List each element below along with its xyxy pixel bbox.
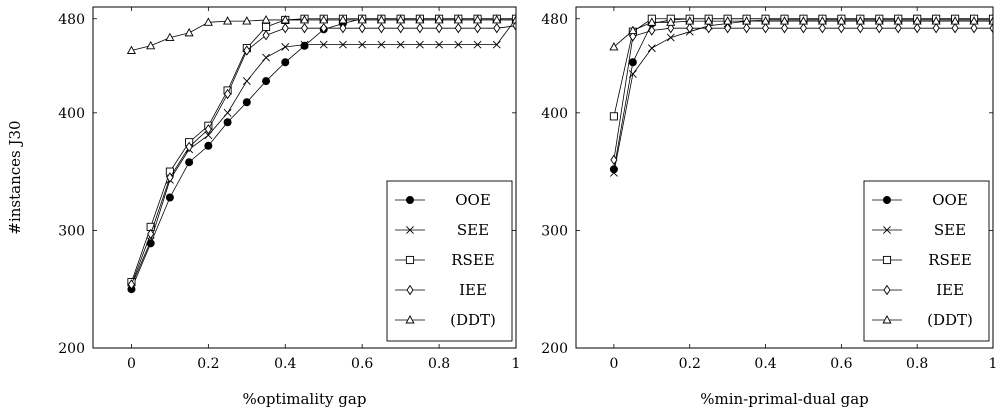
- data-point: [282, 24, 288, 33]
- series-line: [614, 28, 993, 160]
- data-point: [243, 77, 250, 84]
- data-point: [857, 24, 863, 33]
- legend-label: (DDT): [450, 311, 496, 329]
- legend: OOE SEE RSEE IEE (DDT): [864, 181, 989, 341]
- data-point: [971, 24, 977, 33]
- y-tick-label: 300: [541, 223, 568, 239]
- legend-marker: [406, 256, 413, 263]
- y-tick-label: 300: [58, 223, 85, 239]
- x-tick-label: 0.2: [679, 356, 701, 372]
- data-point: [610, 113, 617, 120]
- data-point: [282, 59, 289, 66]
- data-point: [706, 24, 712, 33]
- legend-label: SEE: [934, 221, 966, 239]
- data-point: [914, 24, 920, 33]
- data-point: [262, 54, 269, 61]
- data-point: [262, 77, 269, 84]
- x-axis-label: %min-primal-dual gap: [700, 390, 869, 408]
- data-point: [952, 24, 958, 33]
- y-tick-label: 480: [541, 12, 568, 28]
- data-point: [378, 24, 384, 33]
- chart-panel-2: 0 0.2 0.4 0.6 0.8 1 200 300 400 480 %min-primal-du…: [541, 7, 997, 408]
- legend-marker: [883, 256, 890, 263]
- data-point: [417, 24, 423, 33]
- data-point: [876, 24, 882, 33]
- x-axis-label: %optimality gap: [243, 390, 367, 408]
- legend-label: RSEE: [451, 251, 494, 269]
- series-ddt: [610, 17, 997, 50]
- series-line: [614, 19, 993, 117]
- data-point: [648, 45, 655, 52]
- data-point: [667, 34, 674, 41]
- series-see: [610, 16, 996, 176]
- x-tick-label: 0.2: [197, 356, 219, 372]
- legend-marker: [883, 196, 890, 203]
- data-point: [243, 99, 250, 106]
- data-point: [610, 43, 618, 50]
- legend-label: OOE: [455, 191, 491, 209]
- data-point: [205, 142, 212, 149]
- x-tick-label: 0.6: [351, 356, 373, 372]
- legend-label: (DDT): [927, 311, 973, 329]
- data-point: [301, 42, 308, 49]
- legend-marker: [406, 196, 413, 203]
- legend: OOE SEE RSEE IEE (DDT): [387, 181, 512, 341]
- data-point: [359, 24, 365, 33]
- y-tick-label: 400: [541, 106, 568, 122]
- data-point: [838, 24, 844, 33]
- data-point: [629, 59, 636, 66]
- series-line: [614, 20, 993, 173]
- plot-area: [610, 15, 997, 176]
- chart-panel-1: 0 0.2 0.4 0.6 0.8 1 200 300 400 480 %optimality ga…: [6, 7, 520, 408]
- y-tick-label: 400: [58, 106, 85, 122]
- data-point: [224, 109, 231, 116]
- data-point: [185, 29, 193, 36]
- x-tick-label: 0: [127, 356, 136, 372]
- legend-label: IEE: [936, 281, 964, 299]
- x-tick-label: 0.4: [754, 356, 776, 372]
- y-axis-label: #instances J30: [6, 120, 24, 234]
- data-point: [436, 24, 442, 33]
- data-point: [147, 42, 155, 49]
- data-point: [224, 119, 231, 126]
- data-point: [744, 24, 750, 33]
- x-tick-label: 0: [609, 356, 618, 372]
- data-point: [302, 24, 308, 33]
- data-point: [800, 24, 806, 33]
- data-point: [262, 16, 270, 23]
- legend-label: OOE: [932, 191, 968, 209]
- series-iee: [611, 24, 996, 164]
- x-tick-label: 0.8: [906, 356, 928, 372]
- legend-label: SEE: [457, 221, 489, 239]
- data-point: [398, 24, 404, 33]
- data-point: [763, 24, 769, 33]
- data-point: [455, 24, 461, 33]
- data-point: [475, 24, 481, 33]
- x-tick-label: 1: [512, 356, 521, 372]
- x-tick-label: 0.8: [428, 356, 450, 372]
- data-point: [262, 23, 269, 30]
- legend-label: IEE: [459, 281, 487, 299]
- series-line: [614, 19, 993, 170]
- legend-label: RSEE: [928, 251, 971, 269]
- data-point: [629, 70, 636, 77]
- x-tick-label: 0.6: [830, 356, 852, 372]
- data-point: [782, 24, 788, 33]
- y-tick-label: 200: [58, 341, 85, 357]
- data-point: [494, 24, 500, 33]
- y-tick-label: 480: [58, 12, 85, 28]
- x-tick-label: 0.4: [274, 356, 296, 372]
- data-point: [263, 31, 269, 40]
- data-point: [224, 17, 232, 24]
- x-tick-label: 1: [989, 356, 998, 372]
- data-point: [166, 194, 173, 201]
- data-point: [933, 24, 939, 33]
- data-point: [895, 24, 901, 33]
- data-point: [819, 24, 825, 33]
- data-point: [186, 159, 193, 166]
- y-tick-label: 200: [541, 341, 568, 357]
